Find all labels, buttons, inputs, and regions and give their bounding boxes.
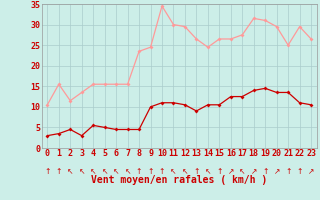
Text: ↖: ↖ [113, 167, 119, 176]
Text: ↑: ↑ [285, 167, 291, 176]
Text: ↑: ↑ [216, 167, 222, 176]
Text: ↑: ↑ [147, 167, 154, 176]
Text: ↖: ↖ [170, 167, 177, 176]
Text: ↑: ↑ [193, 167, 200, 176]
Text: ↖: ↖ [182, 167, 188, 176]
Text: ↖: ↖ [78, 167, 85, 176]
Text: ↑: ↑ [56, 167, 62, 176]
Text: ↑: ↑ [44, 167, 51, 176]
Text: ↑: ↑ [296, 167, 303, 176]
Text: ↑: ↑ [262, 167, 268, 176]
Text: ↑: ↑ [136, 167, 142, 176]
X-axis label: Vent moyen/en rafales ( km/h ): Vent moyen/en rafales ( km/h ) [91, 175, 267, 185]
Text: ↗: ↗ [251, 167, 257, 176]
Text: ↑: ↑ [159, 167, 165, 176]
Text: ↖: ↖ [124, 167, 131, 176]
Text: ↖: ↖ [205, 167, 211, 176]
Text: ↖: ↖ [239, 167, 245, 176]
Text: ↗: ↗ [308, 167, 314, 176]
Text: ↖: ↖ [67, 167, 74, 176]
Text: ↗: ↗ [274, 167, 280, 176]
Text: ↖: ↖ [90, 167, 96, 176]
Text: ↗: ↗ [228, 167, 234, 176]
Text: ↖: ↖ [101, 167, 108, 176]
